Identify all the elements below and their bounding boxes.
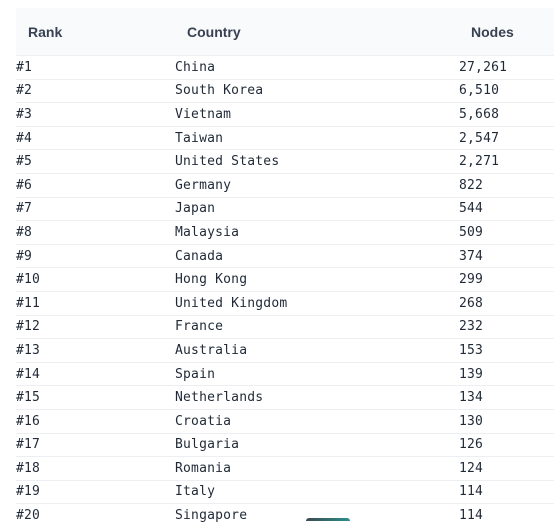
nodes-cell: 130 xyxy=(459,413,484,429)
rank-cell: #11 xyxy=(16,295,41,311)
country-cell: Romania xyxy=(175,460,232,476)
nodes-cell: 2,271 xyxy=(459,154,500,170)
rank-cell: #10 xyxy=(16,272,41,288)
rank-cell: #12 xyxy=(16,319,41,335)
country-cell: South Korea xyxy=(175,83,264,99)
table-row: #14 Spain 139 xyxy=(16,363,554,387)
nodes-cell: 5,668 xyxy=(459,106,500,122)
nodes-cell: 544 xyxy=(459,201,484,217)
country-cell: Australia xyxy=(175,342,248,358)
nodes-cell: 299 xyxy=(459,272,484,288)
rank-cell: #2 xyxy=(16,83,33,99)
nodes-cell: 139 xyxy=(459,366,484,382)
country-cell: Singapore xyxy=(175,508,248,524)
country-cell: Taiwan xyxy=(175,130,224,146)
nodes-cell: 134 xyxy=(459,390,484,406)
table-row: #15 Netherlands 134 xyxy=(16,386,554,410)
table-row: #19 Italy 114 xyxy=(16,481,554,505)
rank-cell: #14 xyxy=(16,366,41,382)
table-row: #7 Japan 544 xyxy=(16,198,554,222)
nodes-by-country-table: Rank Country Nodes #1 China 27,261 #2 So… xyxy=(16,8,554,527)
country-cell: Malaysia xyxy=(175,224,240,240)
country-cell: Canada xyxy=(175,248,224,264)
rank-cell: #17 xyxy=(16,437,41,453)
nodes-cell: 153 xyxy=(459,342,484,358)
rank-cell: #18 xyxy=(16,460,41,476)
country-cell: Spain xyxy=(175,366,216,382)
column-header-country[interactable]: Country xyxy=(187,23,241,40)
rank-cell: #15 xyxy=(16,390,41,406)
nodes-cell: 124 xyxy=(459,460,484,476)
table-row: #16 Croatia 130 xyxy=(16,410,554,434)
rank-cell: #1 xyxy=(16,59,33,75)
table-row: #11 United Kingdom 268 xyxy=(16,292,554,316)
table-row: #5 United States 2,271 xyxy=(16,150,554,174)
rank-cell: #4 xyxy=(16,130,33,146)
table-header-row: Rank Country Nodes xyxy=(16,8,554,56)
table-row: #3 Vietnam 5,668 xyxy=(16,103,554,127)
table-row: #2 South Korea 6,510 xyxy=(16,80,554,104)
rank-cell: #7 xyxy=(16,201,33,217)
country-cell: Japan xyxy=(175,201,216,217)
country-cell: Hong Kong xyxy=(175,272,248,288)
table-row: #6 Germany 822 xyxy=(16,174,554,198)
rank-cell: #5 xyxy=(16,154,33,170)
country-cell: Bulgaria xyxy=(175,437,240,453)
nodes-cell: 2,547 xyxy=(459,130,500,146)
country-cell: Germany xyxy=(175,177,232,193)
table-row: #12 France 232 xyxy=(16,316,554,340)
rank-cell: #9 xyxy=(16,248,33,264)
country-cell: China xyxy=(175,59,216,75)
rank-cell: #6 xyxy=(16,177,33,193)
rank-cell: #19 xyxy=(16,484,41,500)
table-row: #13 Australia 153 xyxy=(16,339,554,363)
table-row: #1 China 27,261 xyxy=(16,56,554,80)
country-cell: France xyxy=(175,319,224,335)
table-row: #18 Romania 124 xyxy=(16,457,554,481)
rank-cell: #13 xyxy=(16,342,41,358)
rank-cell: #3 xyxy=(16,106,33,122)
rank-cell: #16 xyxy=(16,413,41,429)
nodes-cell: 114 xyxy=(459,484,484,500)
table-row: #9 Canada 374 xyxy=(16,245,554,269)
nodes-cell: 232 xyxy=(459,319,484,335)
country-cell: Italy xyxy=(175,484,216,500)
nodes-cell: 27,261 xyxy=(459,59,508,75)
table-row: #8 Malaysia 509 xyxy=(16,221,554,245)
nodes-cell: 6,510 xyxy=(459,83,500,99)
nodes-cell: 268 xyxy=(459,295,484,311)
country-cell: United States xyxy=(175,154,280,170)
column-header-nodes[interactable]: Nodes xyxy=(471,23,514,40)
nodes-cell: 374 xyxy=(459,248,484,264)
table-row: #10 Hong Kong 299 xyxy=(16,268,554,292)
table-row: #20 Singapore 114 xyxy=(16,504,554,527)
rank-cell: #20 xyxy=(16,508,41,524)
column-header-rank[interactable]: Rank xyxy=(28,23,63,40)
nodes-cell: 114 xyxy=(459,508,484,524)
nodes-cell: 822 xyxy=(459,177,484,193)
nodes-cell: 509 xyxy=(459,224,484,240)
nodes-cell: 126 xyxy=(459,437,484,453)
country-cell: Vietnam xyxy=(175,106,232,122)
country-cell: United Kingdom xyxy=(175,295,288,311)
table-row: #17 Bulgaria 126 xyxy=(16,434,554,458)
country-cell: Netherlands xyxy=(175,390,264,406)
table-row: #4 Taiwan 2,547 xyxy=(16,127,554,151)
decorative-bottom-bar xyxy=(306,518,350,521)
country-cell: Croatia xyxy=(175,413,232,429)
rank-cell: #8 xyxy=(16,224,33,240)
